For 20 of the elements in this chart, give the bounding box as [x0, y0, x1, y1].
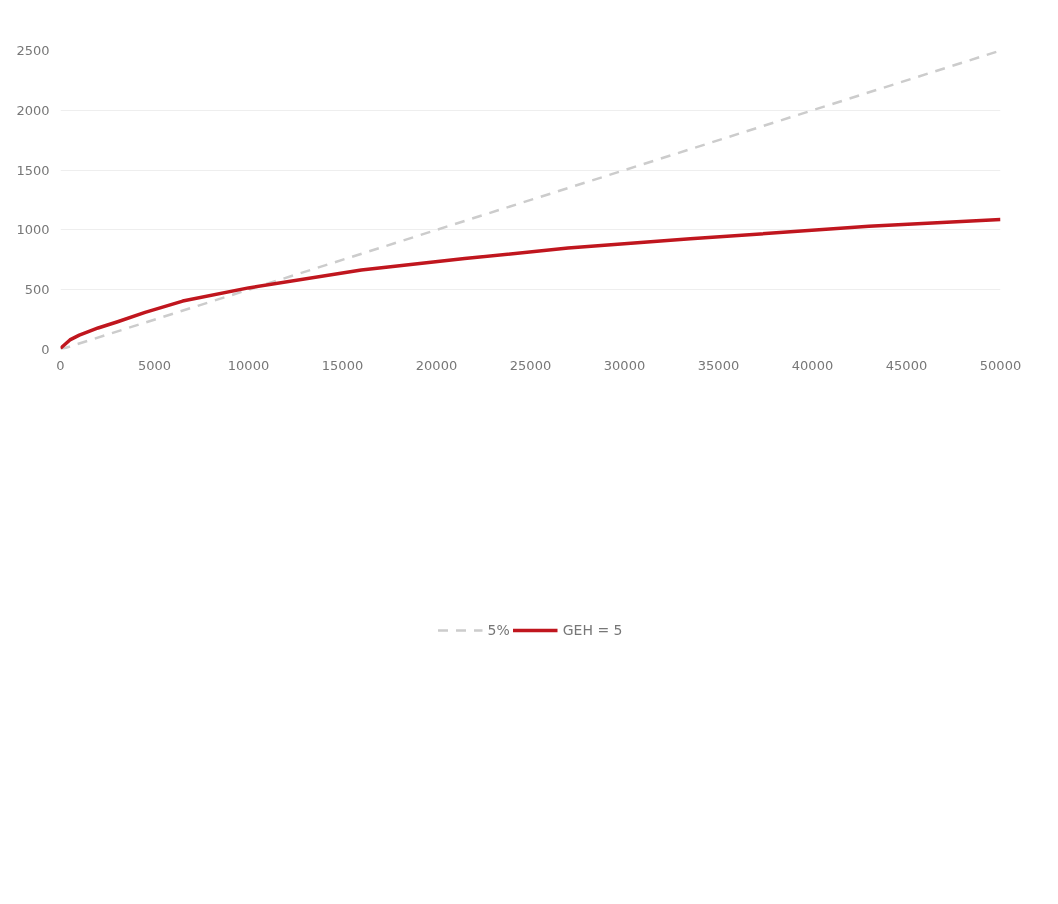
- legend-label: 5%: [487, 622, 510, 638]
- x-tick-label: 50000: [979, 357, 1022, 373]
- x-tick-label: 45000: [885, 357, 928, 373]
- y-tick-label: 0: [41, 342, 50, 357]
- y-tick-label: 2500: [16, 43, 50, 58]
- x-tick-label: 40000: [791, 357, 834, 373]
- x-tick-label: 15000: [321, 357, 364, 373]
- x-tick-label: 25000: [509, 357, 552, 373]
- legend-label: GEH = 5: [562, 622, 623, 638]
- x-tick-label: 0: [56, 357, 65, 373]
- y-tick-label: 1000: [16, 222, 50, 238]
- x-tick-label: 30000: [603, 357, 646, 373]
- x-tick-label: 20000: [415, 357, 458, 373]
- y-tick-label: 2000: [16, 102, 50, 118]
- line-series: [60, 217, 1001, 350]
- x-tick-label: 5000: [137, 357, 172, 373]
- y-tick-label: 500: [24, 282, 50, 298]
- y-tick-label: 1500: [16, 162, 50, 178]
- x-tick-label: 10000: [227, 357, 270, 373]
- x-tick-label: 35000: [697, 357, 740, 373]
